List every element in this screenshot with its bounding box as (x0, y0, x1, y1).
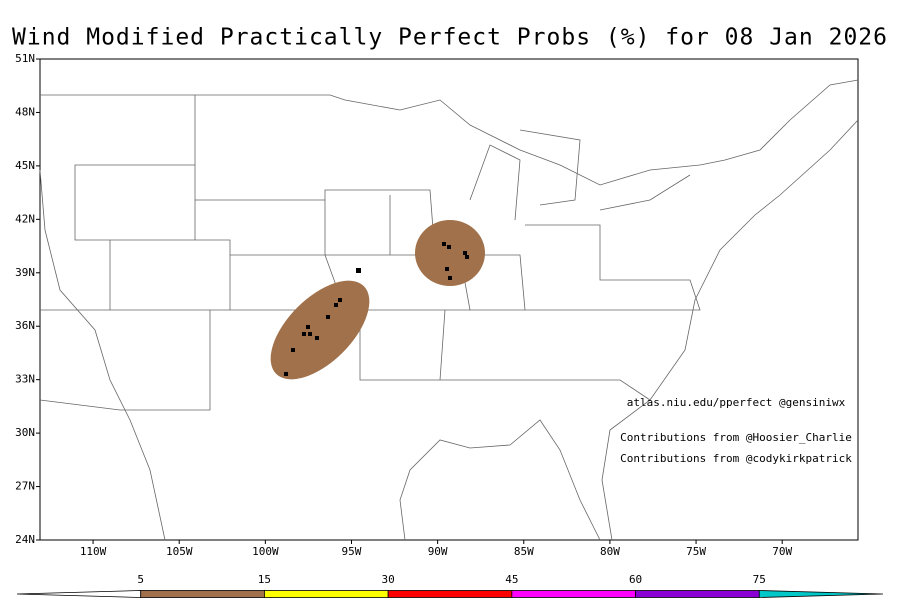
title: Wind Modified Practically Perfect Probs … (12, 25, 888, 51)
colorbar-segment (635, 590, 760, 598)
colorbar-segment (140, 590, 265, 598)
probability-areas (270, 220, 485, 380)
lat-tick-label: 48N (15, 105, 35, 118)
lat-tick-label: 39N (15, 266, 35, 279)
lat-tick-label: 30N (15, 426, 35, 439)
lon-tick-label: 75W (686, 545, 706, 558)
lon-tick-label: 110W (80, 545, 107, 558)
colorbar-segment (511, 590, 636, 598)
lon-tick-label: 105W (166, 545, 193, 558)
lat-tick-label: 36N (15, 319, 35, 332)
credit: Contributions from @Hoosier_Charlie (620, 431, 852, 444)
lat-tick-label: 33N (15, 373, 35, 386)
probability-area (415, 220, 485, 286)
lon-tick-label: 100W (252, 545, 279, 558)
colorbar-below (16, 590, 142, 598)
lon-tick-label: 70W (772, 545, 792, 558)
colorbar-label: 30 (382, 573, 395, 586)
colorbar-above (758, 590, 884, 598)
lat-tick-label: 27N (15, 480, 35, 493)
lat-tick-label: 24N (15, 533, 35, 546)
credit: Contributions from @codykirkpatrick (620, 452, 852, 465)
lon-tick-label: 95W (342, 545, 362, 558)
storm-reports (284, 242, 469, 376)
lat-tick-label: 51N (15, 52, 35, 65)
credit: atlas.niu.edu/pperfect @gensiniwx (627, 396, 846, 409)
lat-tick-label: 45N (15, 159, 35, 172)
lon-tick-label: 80W (600, 545, 620, 558)
colorbar-label: 15 (258, 573, 271, 586)
lat-tick-label: 42N (15, 212, 35, 225)
probability-area (270, 280, 370, 380)
lon-tick-label: 85W (514, 545, 534, 558)
colorbar-label: 5 (137, 573, 144, 586)
lon-tick-label: 90W (428, 545, 448, 558)
map-base (39, 58, 859, 541)
colorbar-label: 60 (629, 573, 642, 586)
colorbar-segment (387, 590, 513, 598)
colorbar-label: 45 (505, 573, 518, 586)
colorbar-segment (264, 590, 389, 598)
colorbar-label: 75 (753, 573, 766, 586)
